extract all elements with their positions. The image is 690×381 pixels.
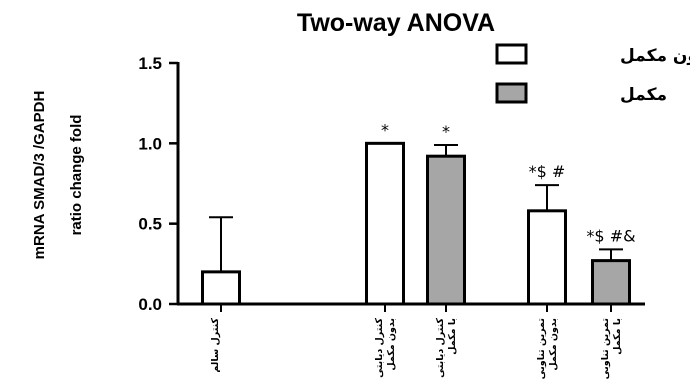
category-label-line: بدون مکمل xyxy=(548,318,559,371)
significance-annotation: * xyxy=(442,122,450,141)
category-label-line: بدون مکمل xyxy=(386,318,397,371)
bar-group: * کنترل دیابتیبا مکمل xyxy=(426,122,466,378)
category-label: کنترل سالم xyxy=(210,318,221,373)
legend: بدون مکمل مکمل xyxy=(495,43,690,105)
bar-group: *$ # تمرین تناوبیبدون مکمل xyxy=(527,162,567,379)
bar-group: کنترل سالم xyxy=(201,216,241,373)
y-tick-label: 1.0 xyxy=(138,134,162,153)
y-axis-label-line-1: mRNA SMAD/3 /GAPDH xyxy=(31,91,48,260)
category-label: کنترل دیابتیبدون مکمل xyxy=(374,318,397,378)
legend-swatch xyxy=(495,82,528,104)
bar xyxy=(365,141,405,306)
bars: کنترل سالم*کنترل دیابتیبدون مکمل*کنترل د… xyxy=(201,120,636,379)
y-tick-label: 0.0 xyxy=(138,295,162,314)
bar xyxy=(426,154,466,306)
y-tick-label: 0.5 xyxy=(138,215,162,234)
category-label: تمرین تناوبیبا مکمل xyxy=(600,318,623,379)
chart-title: Two-way ANOVA xyxy=(297,9,495,37)
significance-annotation: *$ #& xyxy=(586,226,635,245)
bar xyxy=(201,270,241,306)
y-axis-label-line-2: ratio change fold xyxy=(68,115,85,236)
bar xyxy=(591,259,631,306)
category-label-line: کنترل دیابتی xyxy=(374,318,385,378)
category-label-line: تمرین تناوبی xyxy=(600,318,611,379)
legend-label: مکمل xyxy=(620,85,667,105)
significance-annotation: * xyxy=(381,120,389,139)
legend-label: بدون مکمل xyxy=(620,46,690,66)
bar-group: *$ #& تمرین تناوبیبا مکمل xyxy=(586,226,635,379)
category-label: کنترل دیابتیبا مکمل xyxy=(435,318,458,378)
bar xyxy=(527,209,567,306)
category-label-line: کنترل سالم xyxy=(210,318,221,373)
y-tick-label: 1.5 xyxy=(138,54,162,73)
category-label-line: تمرین تناوبی xyxy=(536,318,547,379)
category-label-line: با مکمل xyxy=(612,318,623,355)
category-label-line: کنترل دیابتی xyxy=(435,318,446,378)
category-label: تمرین تناوبیبدون مکمل xyxy=(536,318,559,379)
bar-group: * کنترل دیابتیبدون مکمل xyxy=(365,120,405,378)
legend-swatch xyxy=(495,43,528,65)
significance-annotation: *$ # xyxy=(529,162,566,181)
category-label-line: با مکمل xyxy=(447,318,458,355)
